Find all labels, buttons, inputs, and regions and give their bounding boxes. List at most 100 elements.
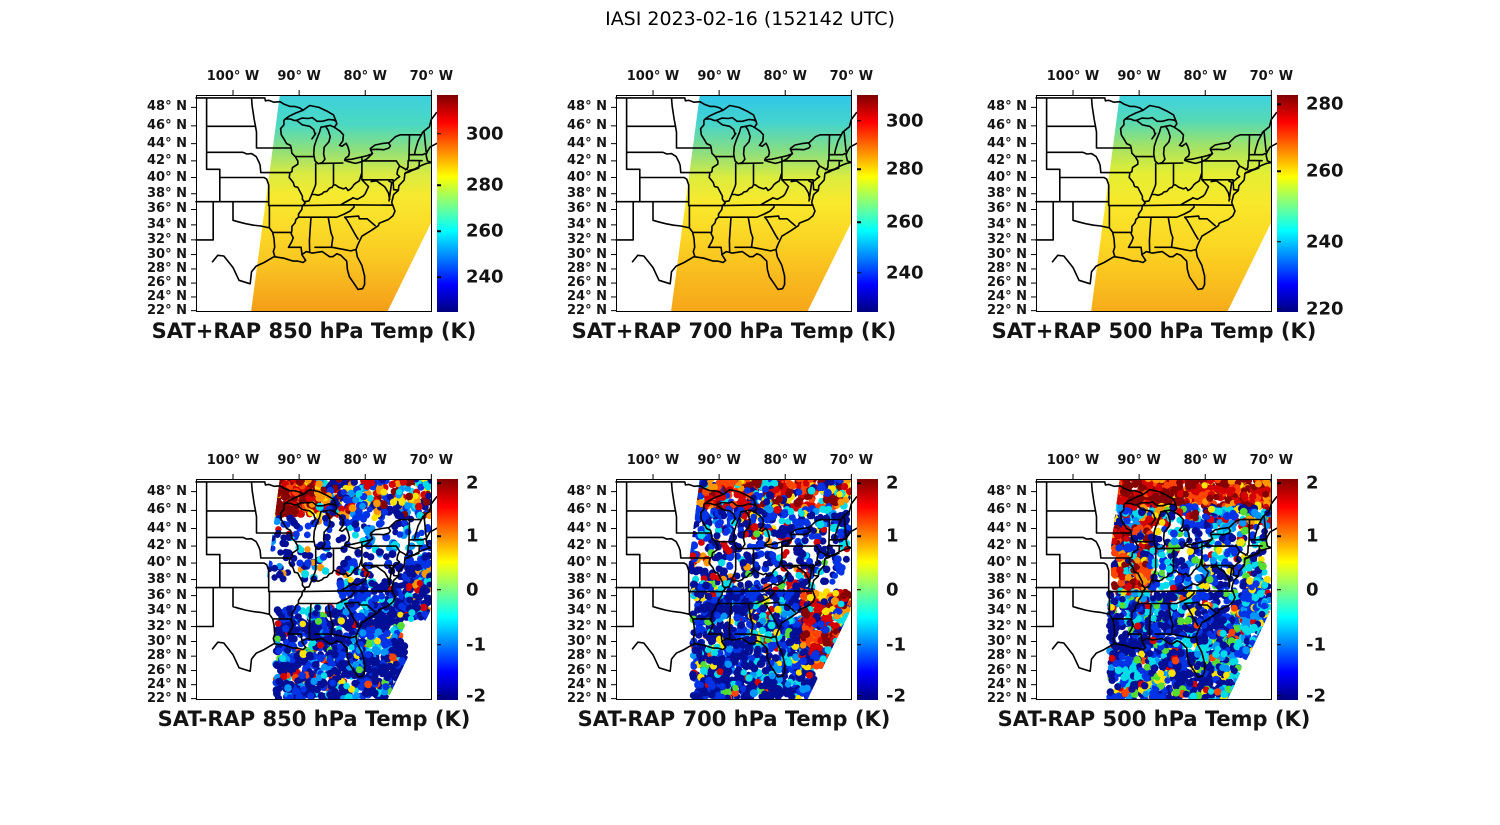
colorbar-tick-label: 280 [886,158,924,180]
lat-tick-label: 32° N [567,618,607,634]
difference-scatter-dots [682,479,852,700]
lat-tick-label: 24° N [147,288,187,304]
lat-tick-label: 48° N [987,99,1027,115]
colorbar-700-diff: 2 1 0 -1 -2 [857,473,906,706]
lat-tick-label: 44° N [147,135,187,151]
colorbar-tick-label: 1 [886,525,899,547]
lat-tick-label: 36° N [987,587,1027,603]
lat-tick-label: 44° N [987,135,1027,151]
colorbar-tick-label: 0 [466,579,479,600]
lat-tick-label: 46° N [567,502,607,518]
colorbar-tick-mark [857,588,861,591]
colorbar-tick-mark [1277,308,1281,310]
panel-title: SAT-RAP 500 hPa Temp (K) [997,707,1311,731]
colorbar-tick-mark [857,644,861,646]
lat-tick-label: 38° N [147,571,187,587]
colorbar-tick-label: 300 [886,110,924,132]
lon-tick-label: 90° W [697,69,741,84]
lat-tick-label: 30° N [567,633,607,649]
lat-tick-label: 28° N [567,260,607,276]
lat-tick-label: 48° N [567,99,607,115]
map-frame [616,95,852,312]
lat-tick-label: 34° N [567,603,607,619]
lat-tick-label: 24° N [147,676,187,692]
lat-tick-label: 48° N [147,99,187,115]
lat-tick-label: 30° N [987,246,1027,262]
lat-tick-label: 46° N [987,117,1027,133]
figure-title: IASI 2023-02-16 (152142 UTC) [605,8,895,30]
lon-tick-label: 100° W [626,69,680,84]
map-plot-850-diff [191,474,453,700]
lat-tick-label: 40° N [987,555,1027,571]
colorbar-tick-label: 1 [1306,525,1319,547]
colorbar-tick-mark [437,276,441,279]
lat-tick-label: 28° N [147,648,187,664]
lat-tick-label: 38° N [147,185,187,201]
colorbar-tick-mark [857,482,861,485]
panel-sat-minus-rap-850: 100° W 90° W 80° W 70° W 48° N 46° N 44° N 42° … [126,444,518,746]
colorbar-tick-mark [437,230,441,233]
lat-tick-label: 36° N [987,201,1027,217]
map-plot-700-temp [611,90,873,312]
lat-tick-label: 24° N [987,676,1027,692]
colorbar-tick-label: 2 [886,472,899,494]
lat-tick-label: 38° N [567,571,607,587]
lat-tick-label: 42° N [567,152,607,168]
colorbar-tick-mark [437,482,441,485]
lat-tick-label: 40° N [147,555,187,571]
colorbar-tick-label: 0 [1306,579,1319,600]
panel-title: SAT-RAP 700 hPa Temp (K) [577,707,891,731]
lat-tick-label: 46° N [147,117,187,133]
difference-scatter-dots [1099,479,1272,700]
colorbar-tick-mark [1277,103,1281,106]
lat-tick-label: 24° N [987,288,1027,304]
lat-tick-label: 36° N [147,201,187,217]
lat-tick-label: 24° N [567,288,607,304]
lon-tick-label: 90° W [277,453,321,468]
colorbar-tick-label: 1 [466,525,479,547]
colorbar-tick-mark [1277,170,1281,173]
colorbar-tick-label: -2 [466,685,486,707]
panel-title: SAT+RAP 500 hPa Temp (K) [991,319,1317,343]
colorbar-tick-label: 280 [466,174,504,196]
lat-tick-label: 44° N [567,135,607,151]
lat-tick-label: 36° N [147,587,187,603]
colorbar-tick-label: -1 [886,634,906,656]
panel-title: SAT+RAP 700 hPa Temp (K) [571,319,897,343]
lat-tick-label: 32° N [147,618,187,634]
colorbar-tick-label: 260 [466,220,504,242]
colorbar-tick-mark [1277,535,1281,538]
lat-tick-label: 22° N [987,302,1027,318]
lon-tick-label: 80° W [1183,453,1227,468]
map-frame [616,479,852,700]
lon-tick-label: 70° W [829,453,874,468]
lon-tick-label: 80° W [343,453,387,468]
colorbar-tick-label: -1 [466,634,486,656]
lat-tick-label: 28° N [987,260,1027,276]
lat-tick-label: 26° N [567,275,607,291]
panel-sat-plus-rap-500: 100° W 90° W 80° W 70° W 48° N 46° N 44° N 42° … [966,60,1358,362]
colorbar-tick-mark [857,535,861,538]
lon-tick-label: 80° W [343,69,387,84]
panel-sat-minus-rap-500: 100° W 90° W 80° W 70° W 48° N 46° N 44° N 42° … [966,444,1358,746]
lat-tick-label: 40° N [567,555,607,571]
lon-tick-label: 90° W [697,453,741,468]
colorbar-tick-mark [1277,644,1281,646]
colorbar-tick-label: -1 [1306,634,1326,656]
colorbar-tick-mark [437,588,441,591]
lon-tick-label: 90° W [1117,69,1161,84]
lat-tick-label: 22° N [147,302,187,318]
colorbar-tick-label: 240 [1306,231,1344,253]
lat-tick-label: 30° N [987,633,1027,649]
lat-tick-label: 48° N [567,483,607,499]
colorbar-tick-mark [857,221,861,223]
lat-tick-label: 44° N [567,520,607,536]
lon-tick-label: 70° W [829,69,874,84]
lat-tick-label: 40° N [567,169,607,185]
colorbar-850-temp: 300 280 260 240 [437,95,504,312]
lat-tick-label: 42° N [987,152,1027,168]
lat-tick-label: 36° N [567,587,607,603]
colorbar-tick-mark [857,694,861,697]
lat-tick-label: 32° N [987,231,1027,247]
